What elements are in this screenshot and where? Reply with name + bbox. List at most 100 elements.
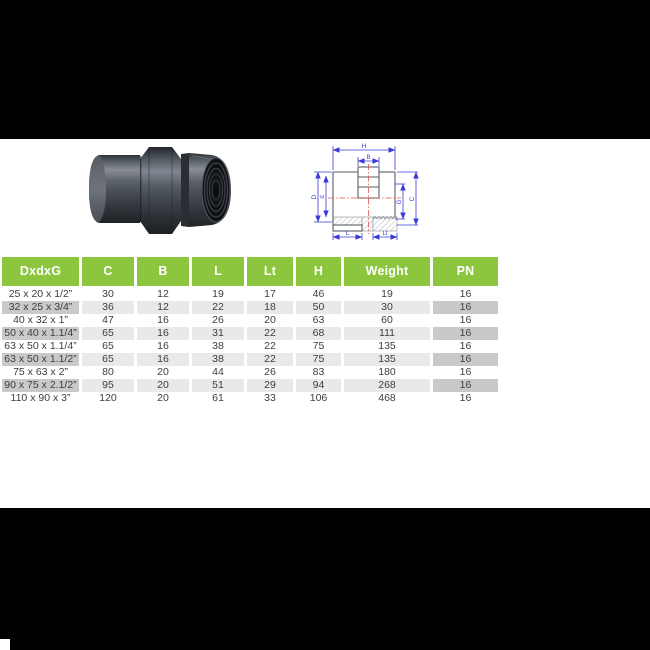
table-row: 90 x 75 x 2.1/2” 95 20 51 29 94 268 16 xyxy=(2,379,498,392)
label-Lt: Lt xyxy=(382,231,387,237)
cell-value: 33 xyxy=(264,392,276,404)
cell-value: 468 xyxy=(378,392,396,404)
cell-value: 65 xyxy=(82,327,134,340)
cell-size: 75 x 63 x 2” xyxy=(13,366,68,378)
cell-value: 180 xyxy=(378,366,396,378)
cell-value: 16 xyxy=(137,353,189,366)
cell-value: 60 xyxy=(381,314,393,326)
dimension-lines xyxy=(314,146,419,240)
cell-size: 110 x 90 x 3” xyxy=(10,392,71,404)
cell-size: 25 x 20 x 1/2” xyxy=(8,288,73,300)
table-row: 110 x 90 x 3” 120 20 61 33 106 468 16 xyxy=(2,392,498,405)
cell-value: 26 xyxy=(212,314,224,326)
cell-value: 75 xyxy=(312,340,325,352)
table-row: 50 x 40 x 1.1/4” 65 16 31 22 68 111 16 xyxy=(2,327,498,340)
cell-size: 50 x 40 x 1.1/4” xyxy=(2,327,79,340)
header-h: H xyxy=(296,257,341,286)
header-l: L xyxy=(192,257,244,286)
cell-value: 135 xyxy=(378,340,396,352)
cell-value: 16 xyxy=(459,340,472,352)
union-nut xyxy=(140,147,181,234)
cell-value: 16 xyxy=(157,340,169,352)
cell-size: 32 x 25 x 3/4” xyxy=(2,301,79,314)
cell-value: 16 xyxy=(459,288,472,300)
label-D: D xyxy=(311,194,318,199)
cell-value: 19 xyxy=(212,288,224,300)
cell-value: 16 xyxy=(459,314,472,326)
cell-value: 47 xyxy=(102,314,114,326)
cell-value: 12 xyxy=(157,288,169,300)
cell-value: 16 xyxy=(137,327,189,340)
cell-value: 19 xyxy=(381,288,393,300)
cell-value: 16 xyxy=(157,314,169,326)
cell-value: 80 xyxy=(102,366,114,378)
cell-value: 46 xyxy=(312,288,325,300)
centerlines xyxy=(328,164,401,234)
header-pn: PN xyxy=(433,257,498,286)
cell-value: 29 xyxy=(247,379,293,392)
cell-value: 16 xyxy=(459,366,472,378)
product-photo xyxy=(86,142,238,240)
collar-ring xyxy=(181,153,189,227)
cell-value: 51 xyxy=(192,379,244,392)
cell-value: 38 xyxy=(192,353,244,366)
label-C: C xyxy=(409,196,416,201)
cell-value: 20 xyxy=(157,392,169,404)
cell-value: 65 xyxy=(102,340,114,352)
table-row: 63 x 50 x 1.1/4” 65 16 38 22 75 135 16 xyxy=(2,340,498,353)
header-c: C xyxy=(82,257,134,286)
cell-value: 268 xyxy=(344,379,430,392)
cell-value: 120 xyxy=(99,392,117,404)
dimension-labels: H B D d G C L Lt xyxy=(311,143,416,237)
cell-value: 63 xyxy=(312,314,325,326)
cell-value: 12 xyxy=(137,301,189,314)
cell-value: 26 xyxy=(264,366,276,378)
cell-value: 30 xyxy=(102,288,114,300)
corner-notch xyxy=(0,639,10,650)
label-G: G xyxy=(397,199,403,204)
cell-value: 61 xyxy=(212,392,224,404)
cell-value: 106 xyxy=(309,392,328,404)
header-b: B xyxy=(137,257,189,286)
label-L: L xyxy=(346,230,350,237)
header-dxdxg: DxdxG xyxy=(2,257,79,286)
table-row: 32 x 25 x 3/4” 36 12 22 18 50 30 16 xyxy=(2,301,498,314)
cell-value: 18 xyxy=(247,301,293,314)
top-black-band xyxy=(0,0,650,139)
cell-size: 40 x 32 x 1” xyxy=(13,314,68,326)
cell-value: 65 xyxy=(82,353,134,366)
cell-value: 16 xyxy=(459,392,472,404)
spec-table: DxdxG C B L Lt H Weight PN 25 x 20 x 1/2… xyxy=(2,257,498,405)
cell-size: 63 x 50 x 1.1/4” xyxy=(4,340,77,352)
table-row: 25 x 20 x 1/2” 30 12 19 17 46 19 16 xyxy=(2,288,498,301)
table-header-row: DxdxG C B L Lt H Weight PN xyxy=(2,257,498,286)
cell-value: 16 xyxy=(433,327,498,340)
cell-value: 16 xyxy=(433,379,498,392)
header-lt: Lt xyxy=(247,257,293,286)
cell-value: 83 xyxy=(312,366,325,378)
cell-value: 20 xyxy=(157,366,169,378)
header-weight: Weight xyxy=(344,257,430,286)
cell-value: 31 xyxy=(192,327,244,340)
cell-value: 30 xyxy=(344,301,430,314)
label-H: H xyxy=(362,143,367,150)
cell-value: 20 xyxy=(264,314,276,326)
pvc-union-fitting-image xyxy=(89,147,231,234)
cell-value: 44 xyxy=(212,366,224,378)
label-B: B xyxy=(366,155,370,161)
dimension-diagram: H B D d G C L Lt xyxy=(311,143,419,240)
technical-drawing: H B D d G C L Lt xyxy=(300,140,430,252)
cell-value: 135 xyxy=(344,353,430,366)
cell-value: 22 xyxy=(247,353,293,366)
cell-value: 111 xyxy=(344,327,430,340)
cell-value: 75 xyxy=(296,353,341,366)
cell-value: 17 xyxy=(264,288,276,300)
table-row: 75 x 63 x 2” 80 20 44 26 83 180 16 xyxy=(2,366,498,379)
table-body: 25 x 20 x 1/2” 30 12 19 17 46 19 16 32 x 25 x 3/… xyxy=(2,288,498,405)
cell-size: 90 x 75 x 2.1/2” xyxy=(2,379,79,392)
table-row: 63 x 50 x 1.1/2” 65 16 38 22 75 135 16 xyxy=(2,353,498,366)
cell-value: 50 xyxy=(296,301,341,314)
cell-value: 16 xyxy=(433,301,498,314)
cell-value: 22 xyxy=(247,327,293,340)
